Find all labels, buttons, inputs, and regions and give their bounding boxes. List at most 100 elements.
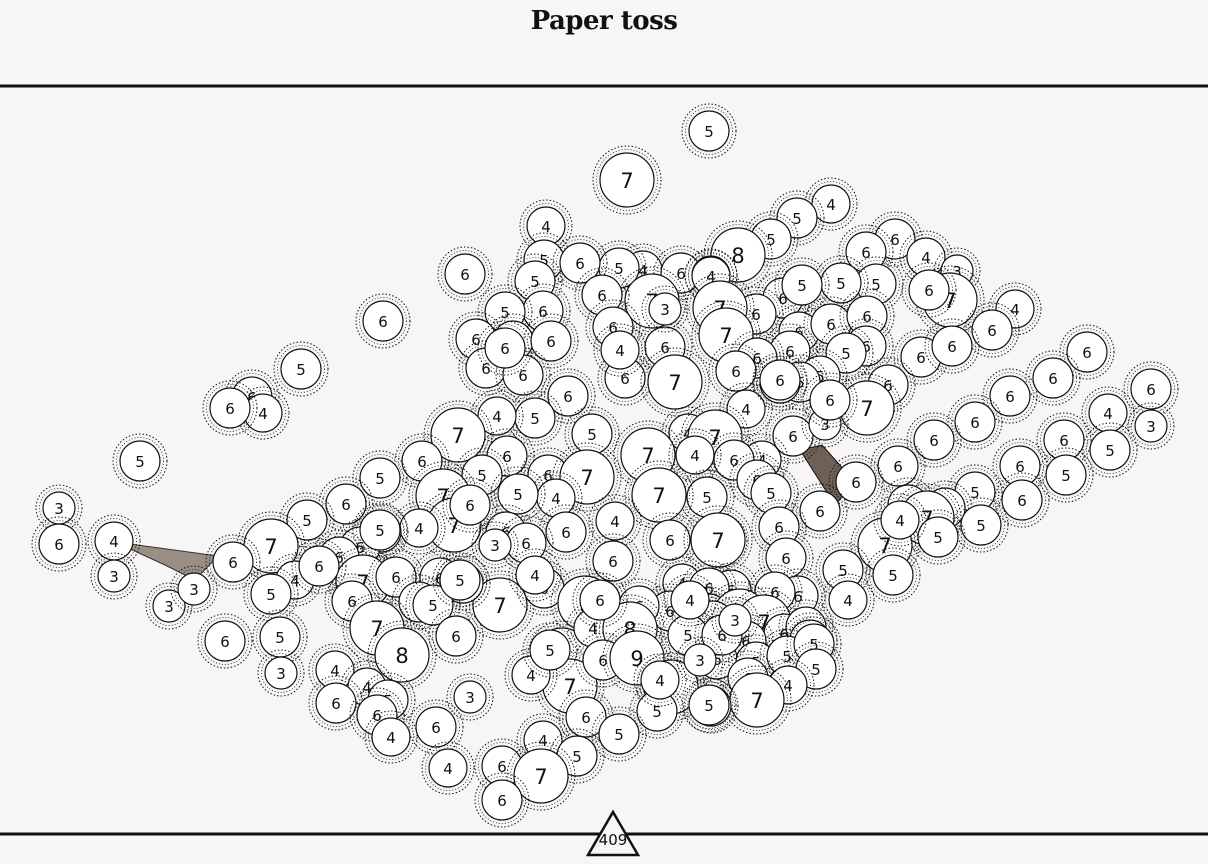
paper-disc: 5 — [252, 609, 308, 665]
disc-number: 5 — [792, 210, 802, 228]
disc-number: 6 — [471, 331, 481, 349]
paper-disc: 4 — [392, 501, 446, 555]
launcher[interactable]: 409 — [585, 809, 641, 857]
paper-disc: 6 — [437, 246, 493, 302]
disc-number: 5 — [933, 529, 943, 547]
disc-number: 6 — [546, 333, 556, 351]
disc-body — [675, 435, 715, 475]
paper-disc: 4 — [633, 653, 687, 707]
paper-disc: 7 — [832, 373, 902, 443]
disc-halo — [202, 380, 258, 436]
paper-disc: 6 — [474, 772, 530, 828]
disc-number: 6 — [785, 343, 795, 361]
disc-body — [1066, 331, 1108, 373]
disc-halo — [1081, 386, 1135, 440]
disc-halo — [588, 494, 642, 548]
paper-disc: 5 — [681, 103, 737, 159]
disc-number: 3 — [189, 581, 199, 599]
disc-body — [683, 643, 717, 677]
disc-halo — [197, 613, 253, 669]
paper-disc: 6 — [642, 512, 698, 568]
disc-halo-inner — [240, 515, 302, 577]
disc-number: 7 — [878, 534, 891, 558]
disc-number: 5 — [652, 703, 662, 721]
disc-number: 4 — [551, 490, 561, 508]
paper-disc: 7 — [722, 665, 792, 735]
disc-halo-inner — [667, 577, 713, 623]
disc-halo — [145, 582, 193, 630]
disc-halo-inner — [992, 286, 1038, 332]
paper-disc: 6 — [901, 262, 957, 318]
disc-halo-inner — [510, 745, 572, 807]
disc-number: 5 — [135, 453, 145, 471]
paper-disc: 4 — [663, 573, 717, 627]
disc-number: 5 — [275, 629, 285, 647]
disc-body — [579, 579, 621, 621]
disc-halo — [205, 534, 261, 590]
disc-body — [374, 627, 430, 683]
disc-number: 5 — [530, 410, 540, 428]
toss-counter: 409 — [599, 831, 628, 849]
disc-body — [545, 511, 587, 553]
disc-halo-inner — [149, 586, 189, 626]
disc-number: 5 — [500, 304, 510, 322]
disc-body — [177, 572, 211, 606]
disc-halo-inner — [715, 600, 755, 640]
disc-number: 5 — [888, 567, 898, 585]
disc-halo-inner — [35, 520, 83, 568]
disc-number: 6 — [778, 290, 788, 308]
disc-number: 6 — [372, 707, 382, 725]
paper-disc: 4 — [87, 514, 141, 568]
disc-halo-inner — [396, 505, 442, 551]
disc-halo-inner — [832, 458, 880, 506]
disc-halo — [802, 372, 858, 428]
disc-halo-inner — [478, 776, 526, 824]
disc-halo-inner — [596, 149, 658, 211]
paper-disc: 6 — [982, 368, 1038, 424]
paper-disc: 5 — [1082, 422, 1138, 478]
disc-halo-inner — [684, 406, 746, 468]
paper-disc: 6 — [1025, 350, 1081, 406]
disc-number: 4 — [690, 447, 700, 465]
paper-disc: 6 — [291, 538, 347, 594]
disc-body — [264, 656, 298, 690]
disc-halo — [752, 352, 808, 408]
disc-body — [648, 292, 682, 326]
disc-halo — [405, 577, 461, 633]
disc-number: 6 — [781, 550, 791, 568]
disc-number: 4 — [492, 408, 502, 426]
disc-number: 4 — [783, 677, 793, 695]
disc-halo-inner — [707, 224, 769, 286]
disc-body — [481, 779, 523, 821]
disc-number: 3 — [490, 537, 500, 555]
disc-number: 6 — [1048, 370, 1058, 388]
paper-disc: 7 — [552, 442, 622, 512]
disc-body — [1045, 454, 1087, 496]
disc-number: 5 — [455, 572, 465, 590]
disc-number: 6 — [497, 758, 507, 776]
disc-halo — [257, 649, 305, 697]
disc-body — [872, 554, 914, 596]
disc-number: 6 — [431, 719, 441, 737]
launcher-triangle-icon[interactable] — [585, 809, 641, 857]
disc-halo — [446, 673, 494, 721]
disc-halo-inner — [825, 577, 871, 623]
disc-halo — [818, 325, 874, 381]
disc-halo-inner — [637, 657, 683, 703]
disc-halo-inner — [174, 569, 214, 609]
disc-number: 6 — [929, 432, 939, 450]
disc-number: 6 — [987, 322, 997, 340]
disc-number: 5 — [841, 345, 851, 363]
disc-halo-inner — [854, 514, 916, 576]
disc-body — [989, 375, 1031, 417]
disc-number: 8 — [731, 244, 744, 268]
disc-halo-inner — [450, 677, 490, 717]
disc-halo — [906, 412, 962, 468]
paper-disc: 4 — [719, 382, 773, 436]
disc-number: 6 — [1017, 492, 1027, 510]
disc-halo — [170, 565, 218, 613]
paper-disc: 6 — [540, 368, 596, 424]
paper-disc: 5 — [405, 577, 461, 633]
disc-body — [1134, 409, 1168, 443]
